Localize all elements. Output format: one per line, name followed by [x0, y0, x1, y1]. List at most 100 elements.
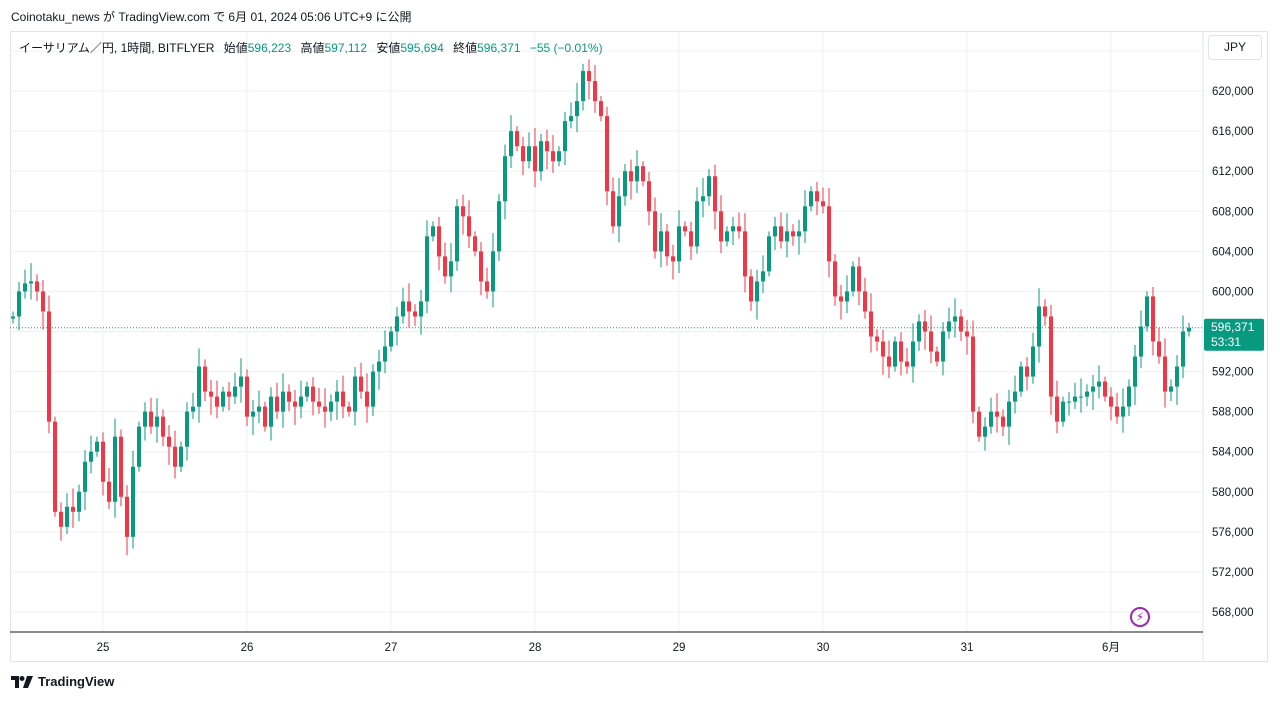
candle — [257, 390, 261, 424]
candle — [287, 384, 291, 412]
candle-body — [527, 146, 531, 162]
candle-body — [563, 121, 567, 152]
candle — [563, 111, 567, 166]
candle — [1133, 344, 1137, 405]
candle-body — [101, 441, 105, 482]
candle — [185, 402, 189, 461]
currency-button[interactable]: JPY — [1208, 35, 1262, 60]
candle-body — [569, 116, 573, 122]
tradingview-brand[interactable]: TradingView — [11, 674, 114, 689]
candle-body — [155, 416, 159, 427]
candle-body — [989, 411, 993, 427]
candle — [263, 401, 267, 432]
y-tick-label: 592,000 — [1212, 367, 1254, 379]
legend-low-value: 595,694 — [400, 41, 444, 55]
candle-body — [581, 71, 585, 102]
candle — [131, 450, 135, 549]
candle-body — [1085, 391, 1089, 397]
candle-body — [293, 401, 297, 407]
candle-body — [83, 461, 87, 492]
candle-body — [725, 231, 729, 242]
candle — [917, 314, 921, 351]
candle-body — [1151, 296, 1155, 342]
price-tag-price: 596,371 — [1211, 320, 1255, 334]
x-tick-label: 29 — [673, 642, 686, 654]
y-tick-label: 612,000 — [1212, 166, 1254, 178]
candle-body — [347, 406, 351, 412]
x-tick-label: 31 — [961, 642, 974, 654]
candle-body — [875, 336, 879, 342]
candle — [413, 304, 417, 326]
candle — [1127, 379, 1131, 417]
current-price-tag: 596,371 53:31 — [1204, 318, 1264, 351]
candle-body — [1055, 396, 1059, 422]
candle — [899, 332, 903, 376]
y-tick-label: 620,000 — [1212, 86, 1254, 98]
candle — [491, 233, 495, 308]
candle-body — [17, 291, 21, 317]
candle — [41, 279, 45, 330]
chart-frame — [10, 31, 1268, 662]
candle-body — [449, 261, 453, 277]
candle-body — [143, 411, 147, 427]
legend-high-value: 597,112 — [324, 41, 368, 55]
candle — [1181, 315, 1185, 379]
candle — [473, 231, 477, 257]
x-tick-label: 28 — [529, 642, 542, 654]
candle-body — [941, 331, 945, 362]
candle-body — [635, 166, 639, 182]
candle-body — [485, 281, 489, 292]
y-tick-label: 616,000 — [1212, 126, 1254, 138]
candle-body — [953, 316, 957, 322]
candle — [245, 369, 249, 427]
candle — [773, 216, 777, 251]
candle — [677, 210, 681, 274]
candle — [959, 309, 963, 341]
candle — [341, 375, 345, 419]
candle-body — [107, 481, 111, 502]
candle-body — [779, 226, 783, 242]
candle-body — [437, 226, 441, 257]
candle — [371, 364, 375, 417]
candle-body — [77, 491, 81, 512]
candle — [845, 275, 849, 314]
candle — [1169, 379, 1173, 402]
candle-body — [371, 371, 375, 407]
candle-body — [815, 191, 819, 202]
candle — [113, 418, 117, 518]
candle — [833, 254, 837, 306]
candle — [167, 425, 171, 465]
lightning-icon[interactable]: ⚡ — [1130, 607, 1150, 627]
candle-body — [209, 391, 213, 397]
candle-body — [557, 151, 561, 162]
candle-body — [659, 231, 663, 252]
candle — [995, 393, 999, 433]
x-tick-label: 25 — [97, 642, 110, 654]
candle-body — [281, 391, 285, 412]
candle-body — [179, 446, 183, 467]
candle-body — [515, 131, 519, 147]
candle-body — [911, 341, 915, 367]
candle-body — [971, 336, 975, 412]
candle-body — [881, 341, 885, 357]
candle — [935, 346, 939, 367]
candle — [335, 379, 339, 420]
candle — [929, 315, 933, 364]
candle-body — [119, 436, 123, 497]
candle — [875, 329, 879, 351]
candle — [1139, 310, 1143, 369]
candle-body — [551, 151, 555, 162]
candle — [77, 484, 81, 522]
candle — [923, 309, 927, 350]
candle-body — [1145, 296, 1149, 327]
candle — [587, 59, 591, 100]
candle-body — [389, 331, 393, 347]
candle — [269, 387, 273, 441]
candle — [1109, 387, 1113, 421]
legend-close-value: 596,371 — [477, 41, 521, 55]
candle — [989, 397, 993, 434]
candle — [1121, 388, 1125, 433]
candle — [281, 373, 285, 428]
candle — [791, 224, 795, 246]
